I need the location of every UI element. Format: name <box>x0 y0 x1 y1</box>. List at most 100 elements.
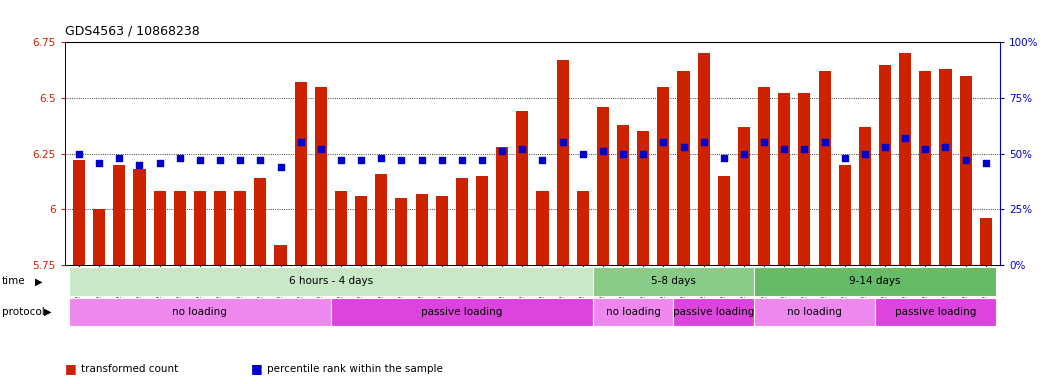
Bar <box>455 178 468 265</box>
Bar <box>69 298 331 326</box>
Bar <box>496 147 508 265</box>
Bar <box>331 298 593 326</box>
Point <box>776 146 793 152</box>
Point <box>736 151 753 157</box>
Point <box>837 155 853 161</box>
Bar <box>593 298 673 326</box>
Point <box>494 148 511 154</box>
Point <box>675 144 692 150</box>
Text: 6 hours - 4 days: 6 hours - 4 days <box>289 276 373 286</box>
Point <box>111 155 128 161</box>
Bar <box>819 71 830 265</box>
Point <box>917 146 934 152</box>
Point <box>695 139 712 146</box>
Bar <box>133 169 146 265</box>
Point <box>715 155 732 161</box>
Point <box>433 157 450 163</box>
Bar <box>396 198 407 265</box>
Bar <box>597 107 609 265</box>
Point <box>70 151 87 157</box>
Point <box>595 148 611 154</box>
Point <box>393 157 409 163</box>
Point <box>937 144 954 150</box>
Text: passive loading: passive loading <box>673 307 755 317</box>
Point <box>292 139 309 146</box>
Point <box>172 155 188 161</box>
Text: ▶: ▶ <box>35 276 42 286</box>
Bar <box>516 111 529 265</box>
Bar <box>174 192 185 265</box>
Point <box>312 146 329 152</box>
Bar <box>919 71 932 265</box>
Point <box>856 151 873 157</box>
Point <box>353 157 370 163</box>
Bar <box>557 60 569 265</box>
Text: time: time <box>2 276 26 286</box>
Point <box>151 159 168 166</box>
Text: ■: ■ <box>251 362 263 375</box>
Point <box>333 157 350 163</box>
Bar <box>754 267 996 296</box>
Bar <box>436 196 448 265</box>
Text: 5-8 days: 5-8 days <box>651 276 696 286</box>
Point <box>91 159 108 166</box>
Bar <box>69 267 593 296</box>
Bar <box>593 267 754 296</box>
Bar <box>758 87 771 265</box>
Text: no loading: no loading <box>787 307 842 317</box>
Bar <box>113 165 126 265</box>
Bar <box>73 160 85 265</box>
Bar <box>375 174 387 265</box>
Point <box>414 157 430 163</box>
Point <box>192 157 208 163</box>
Bar <box>839 165 851 265</box>
Point <box>957 157 974 163</box>
Text: no loading: no loading <box>173 307 227 317</box>
Bar <box>718 176 730 265</box>
Point <box>796 146 812 152</box>
Bar <box>294 82 307 265</box>
Point <box>615 151 631 157</box>
Point <box>373 155 389 161</box>
Bar <box>697 53 710 265</box>
Bar <box>899 53 911 265</box>
Bar <box>315 87 327 265</box>
Bar <box>939 69 952 265</box>
Point <box>231 157 248 163</box>
Bar <box>476 176 488 265</box>
Bar <box>754 298 875 326</box>
Bar <box>154 192 165 265</box>
Point <box>473 157 490 163</box>
Text: protocol: protocol <box>2 307 45 317</box>
Text: passive loading: passive loading <box>895 307 976 317</box>
Bar <box>93 209 105 265</box>
Bar <box>235 192 246 265</box>
Bar <box>778 93 790 265</box>
Bar <box>638 131 649 265</box>
Bar <box>738 127 750 265</box>
Bar <box>335 192 347 265</box>
Point <box>575 151 592 157</box>
Point <box>211 157 228 163</box>
Bar <box>194 192 206 265</box>
Bar <box>536 192 549 265</box>
Bar <box>577 192 588 265</box>
Point <box>554 139 571 146</box>
Point <box>453 157 470 163</box>
Text: no loading: no loading <box>606 307 661 317</box>
Text: 9-14 days: 9-14 days <box>849 276 900 286</box>
Bar <box>274 245 287 265</box>
Bar <box>799 93 810 265</box>
Bar <box>355 196 367 265</box>
Bar <box>879 65 891 265</box>
Point <box>655 139 672 146</box>
Bar <box>416 194 427 265</box>
Point <box>817 139 833 146</box>
Text: passive loading: passive loading <box>421 307 503 317</box>
Text: ■: ■ <box>65 362 76 375</box>
Point <box>756 139 773 146</box>
Bar <box>960 76 972 265</box>
Point <box>514 146 531 152</box>
Text: percentile rank within the sample: percentile rank within the sample <box>267 364 443 374</box>
Text: ▶: ▶ <box>44 307 51 317</box>
